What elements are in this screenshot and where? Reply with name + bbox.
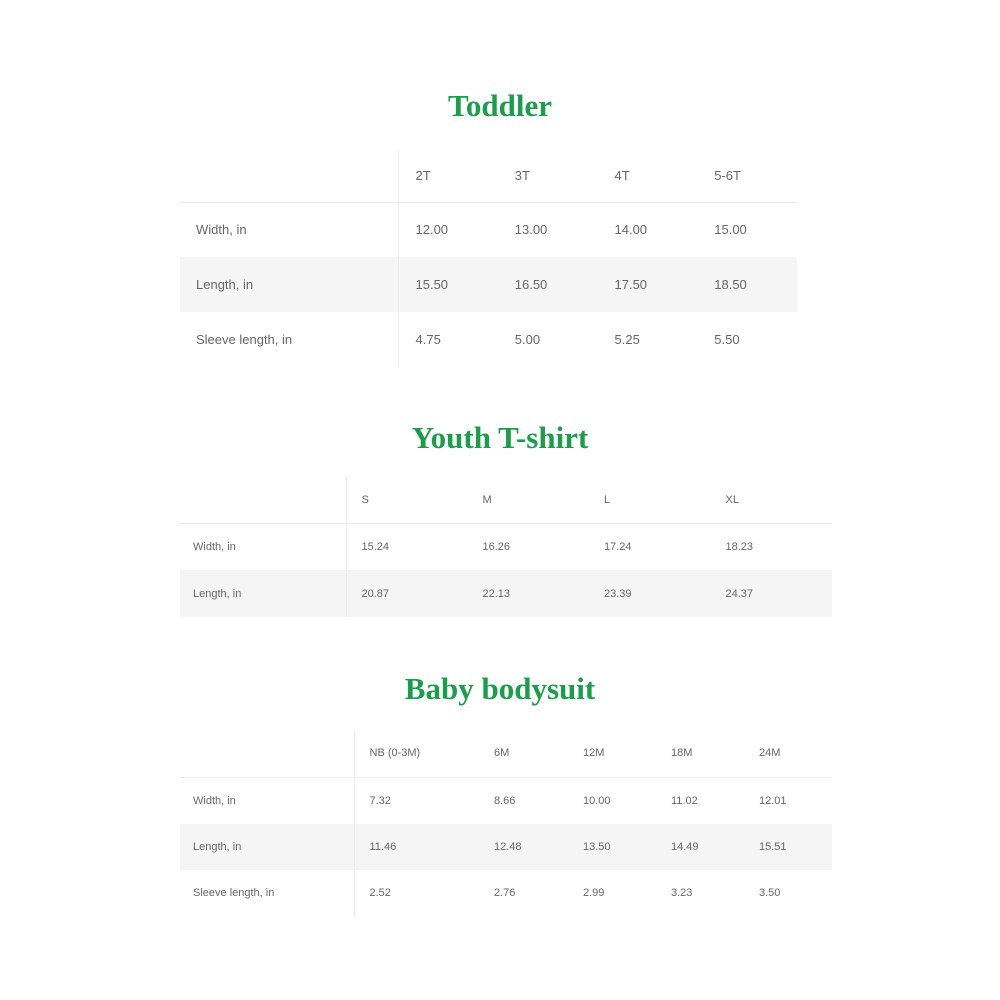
table-row: Length, in 15.50 16.50 17.50 18.50 xyxy=(180,257,797,312)
cell: 4.75 xyxy=(415,332,441,347)
cell: 2.52 xyxy=(369,887,391,900)
cell: 15.00 xyxy=(714,222,747,238)
row-label: Sleeve length, in xyxy=(180,312,399,367)
cell: 15.51 xyxy=(759,840,787,853)
header-cell: NB (0-3M) xyxy=(369,747,421,760)
header-cell: XL xyxy=(725,493,739,506)
cell: 16.50 xyxy=(514,277,548,292)
row-label: Width, in xyxy=(180,523,347,570)
baby-bodysuit-title: Baby bodysuit xyxy=(404,671,596,706)
table-row: Width, in 15.24 16.26 17.24 18.23 xyxy=(180,523,832,570)
cell: 5.50 xyxy=(714,332,740,347)
row-label: Length, in xyxy=(180,257,399,312)
cell: 24.37 xyxy=(725,587,754,600)
cell: 5.25 xyxy=(614,332,640,347)
row-label: Sleeve length, in xyxy=(180,870,355,917)
youth-tshirt-size-table: S M L XL Width, in 15.24 16.26 17.24 18.… xyxy=(180,477,832,617)
header-cell: M xyxy=(482,493,492,506)
header-cell: 6M xyxy=(494,747,510,760)
cell: 12.01 xyxy=(759,794,787,807)
cell: 14.00 xyxy=(614,222,648,238)
cell: 2.76 xyxy=(494,887,516,900)
header-row: S M L XL xyxy=(180,477,832,523)
table-row: Sleeve length, in 2.52 2.76 2.99 3.23 3.… xyxy=(180,870,832,917)
cell: 20.87 xyxy=(361,587,390,600)
cell: 13.50 xyxy=(583,840,611,853)
cell: 12.00 xyxy=(415,222,449,238)
header-cell: 18M xyxy=(671,747,693,760)
cell: 3.23 xyxy=(671,887,693,900)
cell: 5.00 xyxy=(514,332,541,347)
header-row: 2T 3T 4T 5-6T xyxy=(180,150,797,202)
row-label: Length, in xyxy=(180,570,347,617)
cell: 14.49 xyxy=(671,840,699,853)
cell: 8.66 xyxy=(494,794,516,807)
table-row: Length, in 11.46 12.48 13.50 14.49 15.51 xyxy=(180,823,832,870)
header-row: NB (0-3M) 6M 12M 18M 24M xyxy=(180,730,832,777)
header-cell: 4T xyxy=(614,168,630,184)
table-row: Width, in 12.00 13.00 14.00 15.00 xyxy=(180,202,797,257)
cell: 7.32 xyxy=(369,794,391,807)
header-cell: 2T xyxy=(415,168,431,184)
row-label: Length, in xyxy=(180,823,355,870)
toddler-title: Toddler xyxy=(448,88,552,123)
header-cell xyxy=(180,730,355,777)
cell: 3.50 xyxy=(759,887,781,900)
toddler-size-table: 2T 3T 4T 5-6T Width, in 12.00 13.00 14.0… xyxy=(180,150,797,367)
cell: 23.39 xyxy=(604,587,632,600)
cell: 17.24 xyxy=(604,540,632,553)
table-row: Length, in 20.87 22.13 23.39 24.37 xyxy=(180,570,832,617)
header-cell: L xyxy=(604,493,611,506)
row-label: Width, in xyxy=(180,202,399,257)
header-cell: 3T xyxy=(514,168,530,184)
baby-bodysuit-size-table: NB (0-3M) 6M 12M 18M 24M Width, in 7.32 … xyxy=(180,730,832,917)
header-cell xyxy=(180,150,399,202)
table-row: Width, in 7.32 8.66 10.00 11.02 12.01 xyxy=(180,777,832,824)
cell: 22.13 xyxy=(482,587,511,600)
header-cell: 5-6T xyxy=(714,168,741,184)
header-cell: 12M xyxy=(583,747,605,760)
cell: 12.48 xyxy=(494,840,522,853)
cell: 16.26 xyxy=(482,540,511,553)
youth-tshirt-title: Youth T-shirt xyxy=(411,420,589,455)
cell: 11.02 xyxy=(671,794,698,807)
header-cell: S xyxy=(361,493,369,506)
cell: 13.00 xyxy=(514,222,548,238)
cell: 15.50 xyxy=(415,277,449,292)
header-cell: 24M xyxy=(759,747,781,760)
cell: 17.50 xyxy=(614,277,648,292)
cell: 10.00 xyxy=(583,794,611,807)
table-row: Sleeve length, in 4.75 5.00 5.25 5.50 xyxy=(180,312,797,367)
cell: 11.46 xyxy=(369,840,397,853)
cell: 18.50 xyxy=(714,277,747,292)
cell: 2.99 xyxy=(583,887,605,900)
header-cell xyxy=(180,477,347,523)
cell: 18.23 xyxy=(725,540,754,553)
row-label: Width, in xyxy=(180,777,355,824)
cell: 15.24 xyxy=(361,540,390,553)
